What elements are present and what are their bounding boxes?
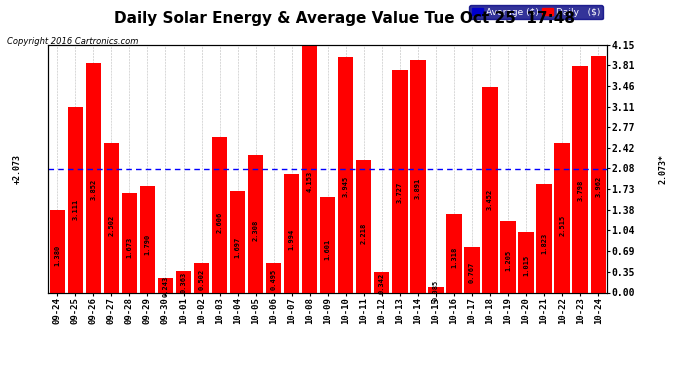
Bar <box>392 70 408 292</box>
Text: Daily Solar Energy & Average Value Tue Oct 25  17:48: Daily Solar Energy & Average Value Tue O… <box>115 11 575 26</box>
Bar <box>338 57 353 292</box>
Bar <box>518 232 534 292</box>
Text: +2.073: +2.073 <box>13 154 22 184</box>
Bar <box>158 278 173 292</box>
Bar <box>284 174 299 292</box>
Bar <box>50 210 65 292</box>
Bar <box>176 271 191 292</box>
Text: 1.790: 1.790 <box>144 234 150 255</box>
Text: 0.495: 0.495 <box>270 268 277 290</box>
Bar <box>555 142 570 292</box>
Text: 1.994: 1.994 <box>288 228 295 250</box>
Bar <box>536 184 552 292</box>
Text: 1.318: 1.318 <box>451 246 457 268</box>
Bar <box>302 45 317 292</box>
Bar <box>446 214 462 292</box>
Bar <box>194 262 209 292</box>
Bar <box>482 87 497 292</box>
Text: 1.601: 1.601 <box>325 239 331 260</box>
Text: 2.606: 2.606 <box>217 212 223 233</box>
Legend: Average ($), Daily   ($): Average ($), Daily ($) <box>469 5 602 20</box>
Text: 2.073*: 2.073* <box>658 154 668 184</box>
Bar <box>464 247 480 292</box>
Text: 0.502: 0.502 <box>199 268 204 290</box>
Text: 3.727: 3.727 <box>397 182 403 203</box>
Text: 4.153: 4.153 <box>307 170 313 192</box>
Text: 0.243: 0.243 <box>162 275 168 297</box>
Text: 3.962: 3.962 <box>595 176 601 197</box>
Text: 0.085: 0.085 <box>433 279 439 301</box>
Text: 1.823: 1.823 <box>541 233 547 254</box>
Text: Copyright 2016 Cartronics.com: Copyright 2016 Cartronics.com <box>7 38 138 46</box>
Bar <box>356 160 371 292</box>
Text: 3.945: 3.945 <box>343 176 348 197</box>
Text: 0.767: 0.767 <box>469 261 475 282</box>
Bar <box>573 66 588 292</box>
Text: 1.380: 1.380 <box>55 245 60 266</box>
Bar <box>591 56 606 292</box>
Text: 2.502: 2.502 <box>108 215 115 236</box>
Bar <box>428 287 444 292</box>
Text: 1.205: 1.205 <box>505 249 511 271</box>
Text: 1.697: 1.697 <box>235 236 241 258</box>
Text: 2.218: 2.218 <box>361 222 367 244</box>
Bar <box>68 107 83 292</box>
Bar <box>411 60 426 292</box>
Bar <box>500 220 515 292</box>
Text: 3.852: 3.852 <box>90 178 97 200</box>
Text: 2.308: 2.308 <box>253 220 259 241</box>
Bar <box>140 186 155 292</box>
Text: 0.363: 0.363 <box>181 272 186 293</box>
Text: 3.798: 3.798 <box>577 180 583 201</box>
Bar <box>248 155 264 292</box>
Bar <box>104 143 119 292</box>
Bar <box>230 191 245 292</box>
Bar <box>86 63 101 292</box>
Text: 1.015: 1.015 <box>523 255 529 276</box>
Bar <box>212 137 227 292</box>
Bar <box>374 272 389 292</box>
Text: 2.515: 2.515 <box>559 214 565 236</box>
Text: 3.452: 3.452 <box>487 189 493 210</box>
Bar <box>266 263 282 292</box>
Bar <box>121 193 137 292</box>
Text: 1.673: 1.673 <box>126 237 132 258</box>
Text: 3.891: 3.891 <box>415 177 421 199</box>
Text: 3.111: 3.111 <box>72 198 79 220</box>
Bar <box>320 197 335 292</box>
Text: 0.342: 0.342 <box>379 273 385 294</box>
